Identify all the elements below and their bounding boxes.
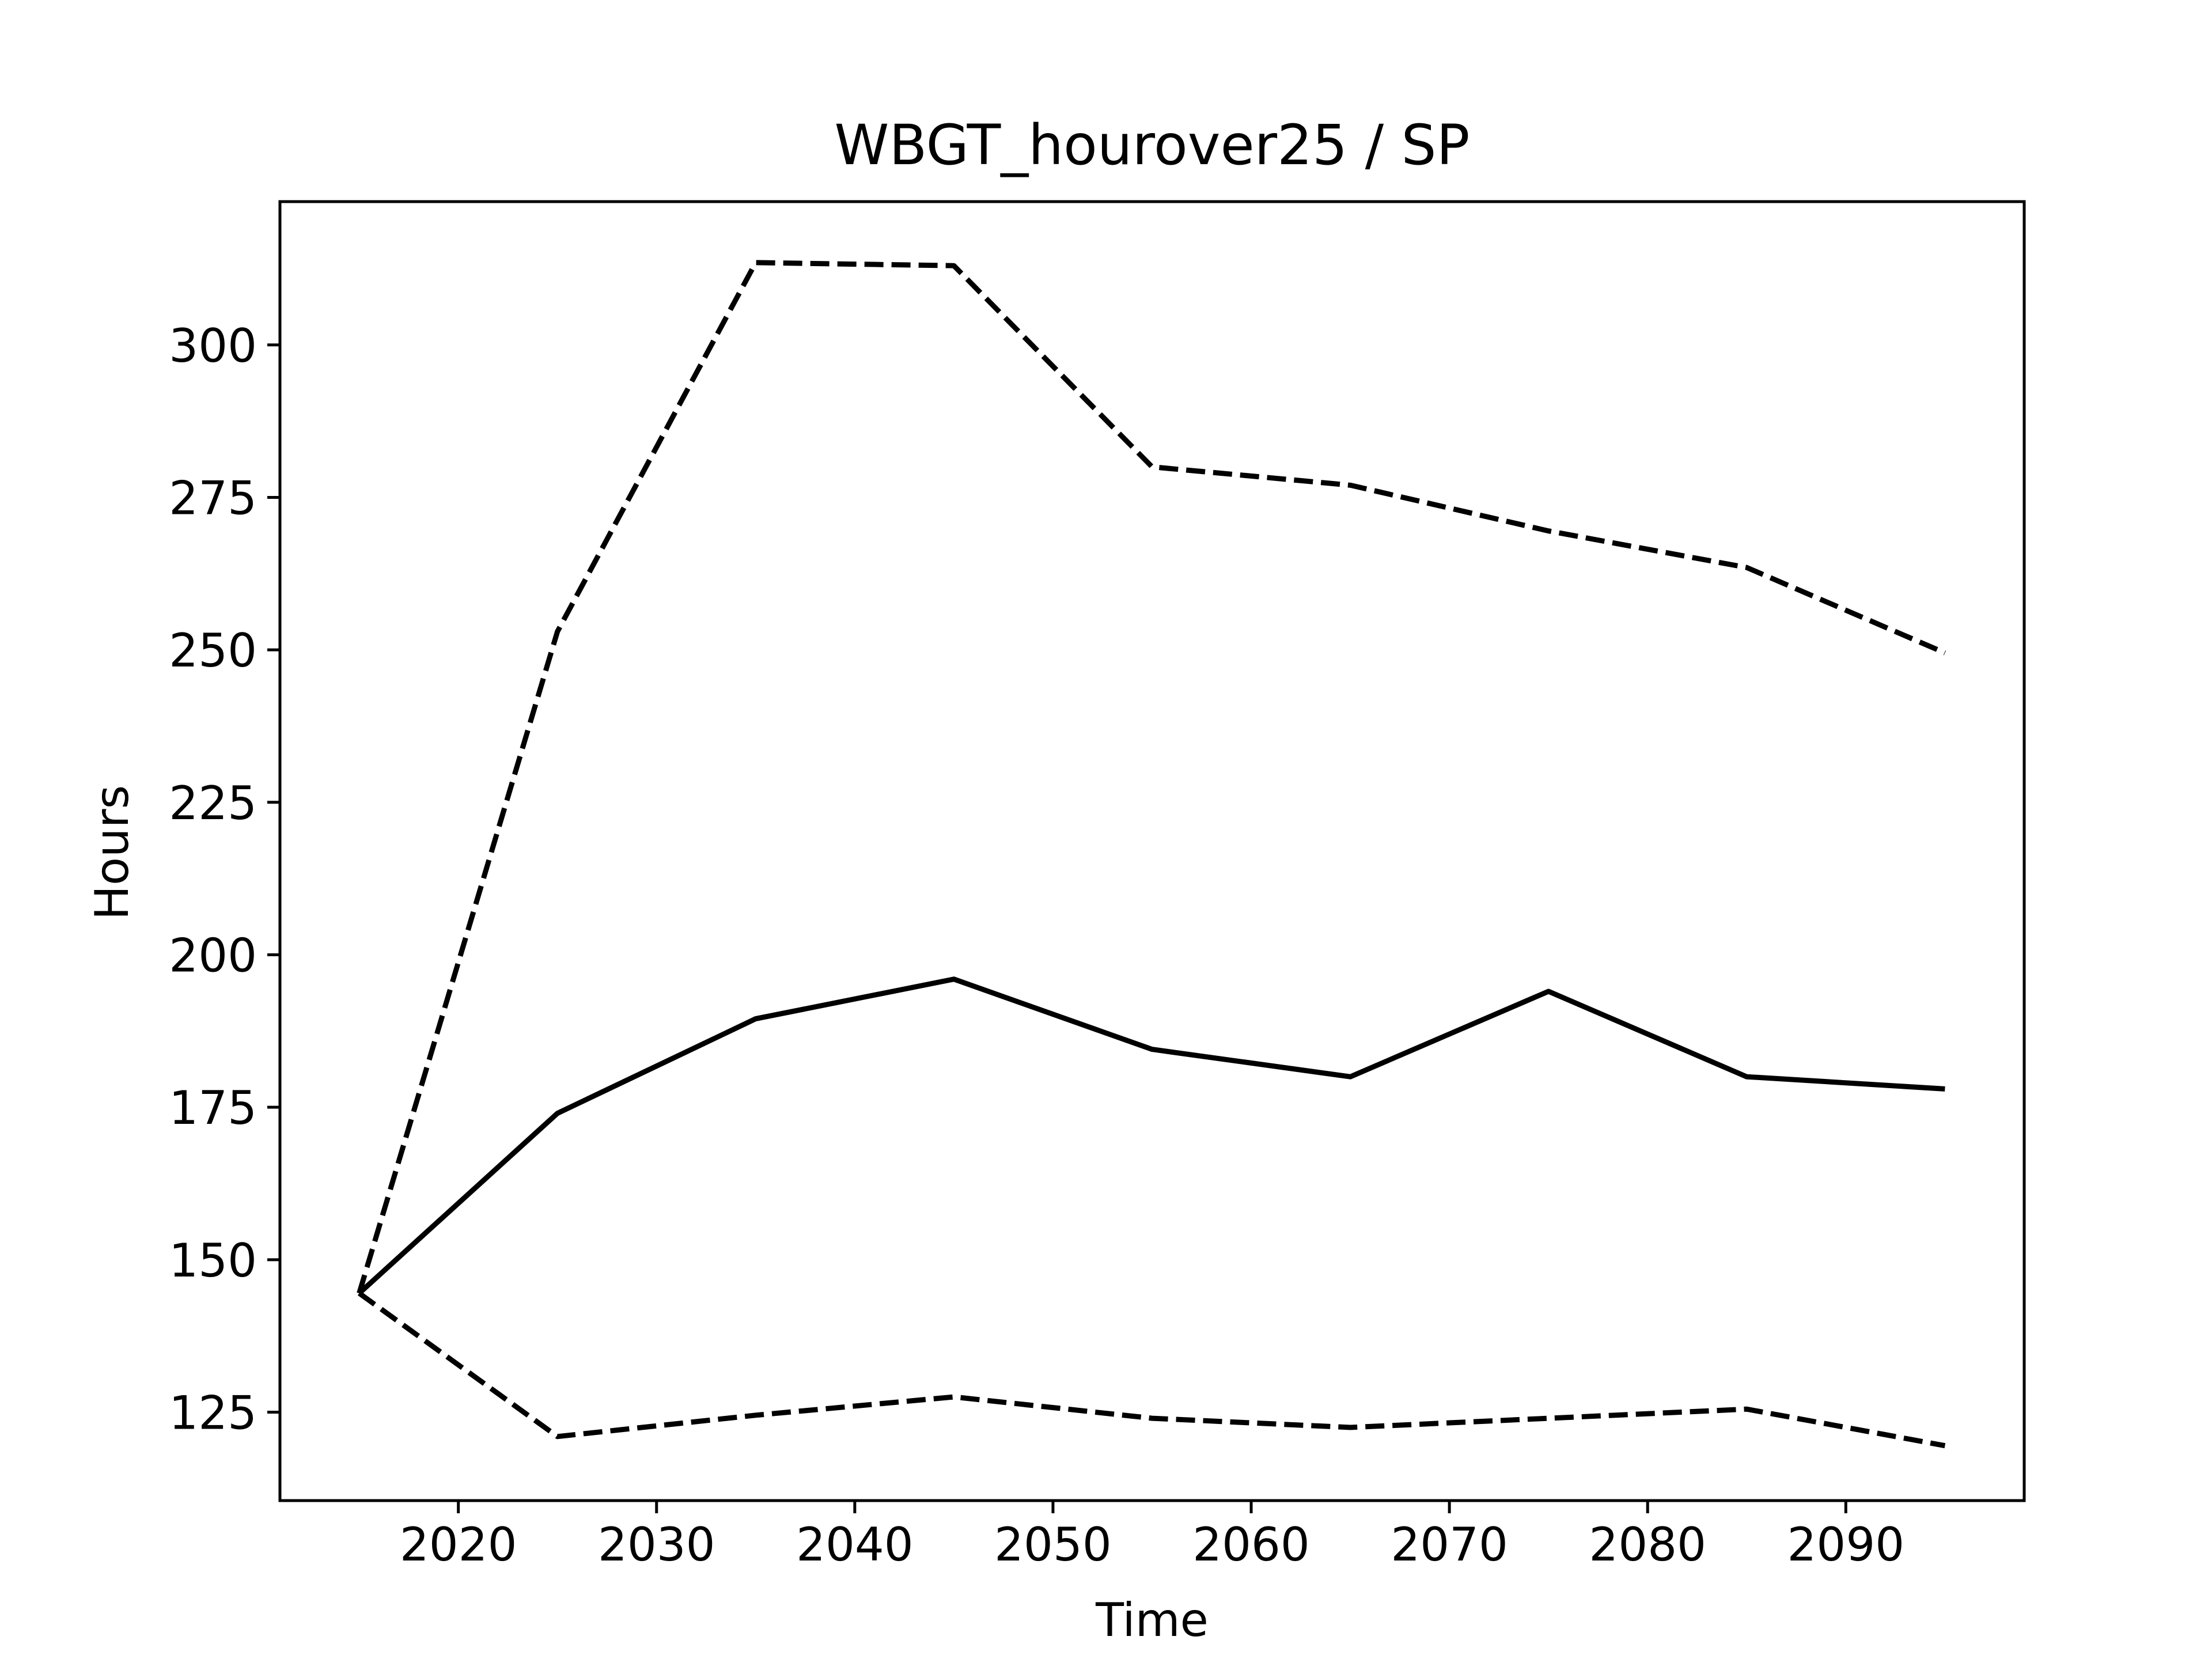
x-tick-label: 2050 (994, 1518, 1112, 1571)
x-tick-label: 2040 (796, 1518, 914, 1571)
y-axis-ticks: 125 150 175 200 225 250 275 300 (169, 319, 280, 1440)
y-tick-label: 150 (169, 1234, 257, 1287)
x-tick-label: 2070 (1391, 1518, 1508, 1571)
dashed-series-line (357, 260, 1946, 1294)
x-tick-label: 2030 (598, 1518, 715, 1571)
x-axis-ticks: 2020 2030 2040 2050 2060 2070 2080 2090 (400, 1501, 1904, 1571)
y-tick-label: 200 (169, 929, 257, 982)
y-tick-label: 175 (169, 1081, 257, 1135)
x-axis-label: Time (1095, 1593, 1209, 1647)
chart-title: WBGT_hourover25 / SP (835, 113, 1470, 177)
solid-series-line (357, 976, 1945, 1296)
y-tick-label: 300 (169, 319, 257, 373)
y-tick-label: 250 (169, 624, 257, 677)
x-tick-label: 2020 (400, 1518, 517, 1571)
x-tick-label: 2080 (1589, 1518, 1706, 1571)
series-lines (357, 260, 1946, 1449)
y-tick-label: 275 (169, 471, 257, 525)
y-tick-label: 125 (169, 1386, 257, 1440)
y-tick-label: 225 (169, 777, 257, 830)
x-tick-label: 2090 (1787, 1518, 1905, 1571)
dashed-series-line (357, 1291, 1946, 1449)
y-axis-label: Hours (85, 785, 139, 920)
plot-area-frame (278, 200, 2026, 1502)
x-tick-label: 2060 (1192, 1518, 1310, 1571)
